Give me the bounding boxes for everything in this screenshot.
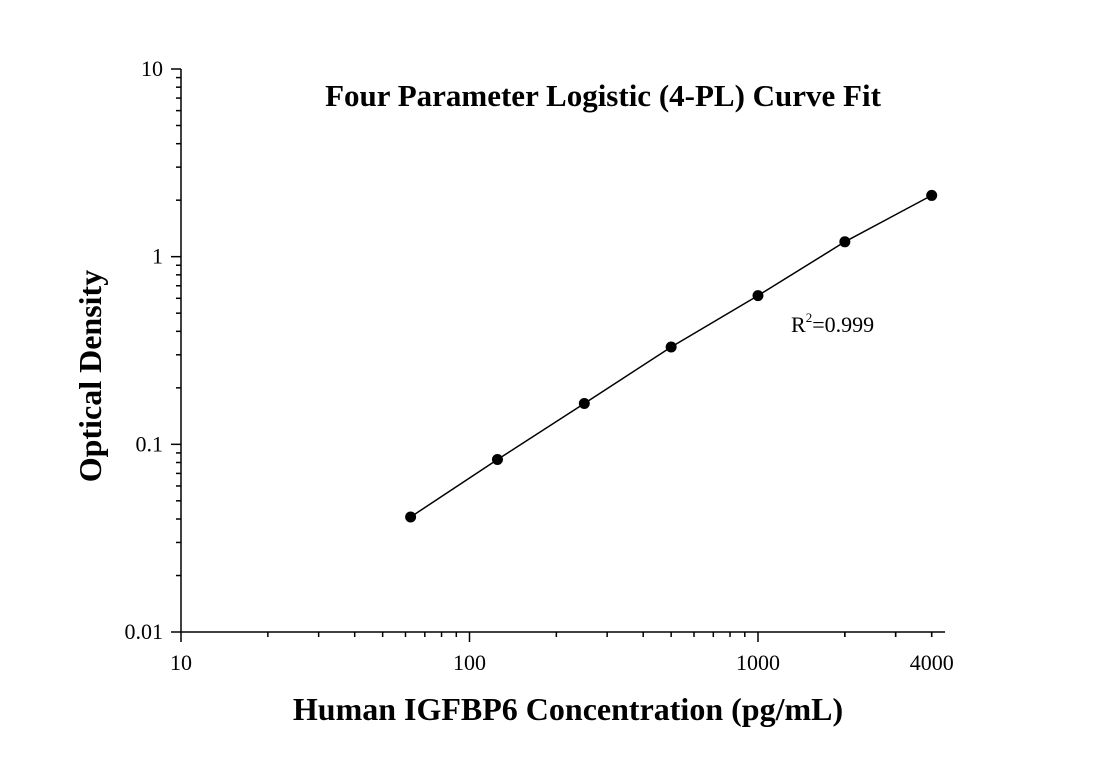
y-axis-ticks <box>171 68 181 633</box>
x-axis-title: Human IGFBP6 Concentration (pg/mL) <box>293 691 843 727</box>
y-axis-tick-labels: 0.01 0.1 1 10 <box>125 56 164 644</box>
y-tick-label: 0.1 <box>136 431 164 456</box>
x-tick-label: 100 <box>453 650 486 675</box>
data-point <box>926 189 938 201</box>
y-tick-label: 0.01 <box>125 619 164 644</box>
data-point <box>578 398 590 410</box>
chart-title: Four Parameter Logistic (4-PL) Curve Fit <box>325 78 882 113</box>
y-tick-label: 10 <box>141 56 163 81</box>
data-point <box>491 454 503 466</box>
data-point <box>839 236 851 248</box>
r-squared-value: =0.999 <box>812 312 874 337</box>
y-axis-title: Optical Density <box>72 270 108 482</box>
data-point <box>665 341 677 353</box>
data-point <box>752 290 764 302</box>
x-tick-label: 4000 <box>910 650 954 675</box>
x-axis-tick-labels: 10 100 1000 4000 <box>170 650 954 675</box>
r-squared-base: R <box>791 312 806 337</box>
x-tick-label: 1000 <box>736 650 780 675</box>
r-squared-superscript: 2 <box>806 310 813 325</box>
x-axis-ticks <box>180 632 933 642</box>
x-tick-label: 10 <box>170 650 192 675</box>
fit-curve-line <box>410 194 933 518</box>
data-point <box>405 511 417 523</box>
y-tick-label: 1 <box>152 244 163 269</box>
data-points <box>405 189 938 523</box>
r-squared-annotation: R2=0.999 <box>791 310 874 337</box>
